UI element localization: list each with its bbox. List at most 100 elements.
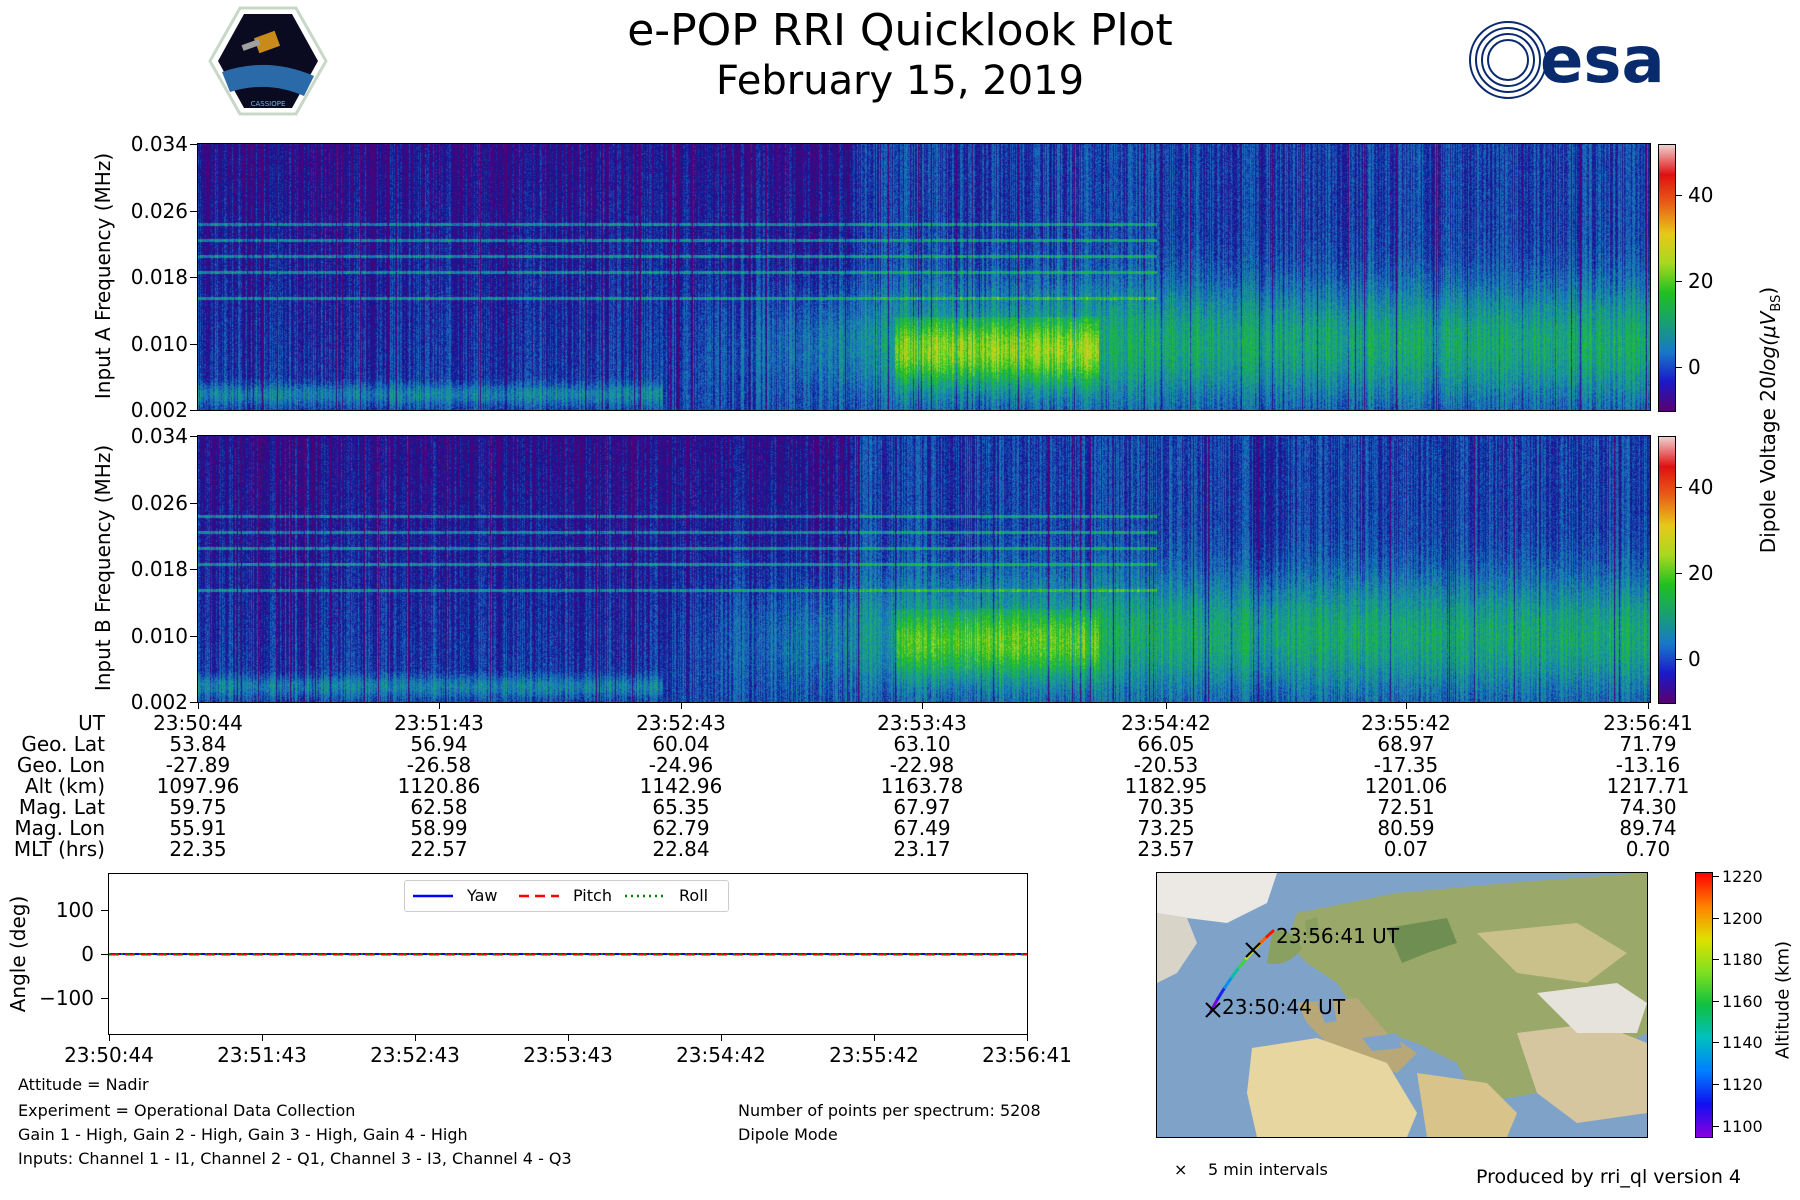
y-tick-label: 0.002: [130, 690, 188, 714]
ephemeris-cell: 1217.71: [1606, 774, 1690, 798]
y-tick-mark: [190, 343, 197, 345]
x-tick-mark: [1648, 702, 1649, 709]
ephemeris-cell: 23:52:43: [636, 711, 726, 735]
attitude-x-tick-label: 23:56:41: [982, 1043, 1072, 1067]
y-tick-mark: [190, 569, 197, 570]
legend-swatch-yaw: [413, 894, 453, 898]
ephemeris-cell: 56.94: [410, 732, 468, 756]
altitude-tick-label: 1180: [1722, 950, 1763, 970]
y-tick-label: 0.010: [130, 331, 188, 356]
ephemeris-cell: 23.57: [1137, 837, 1195, 861]
attitude-y-tick-label: 0: [81, 942, 94, 966]
attitude-y-tick-label: −100: [39, 986, 94, 1011]
x-tick-mark: [1406, 702, 1407, 709]
colorbar-label-mu: μV: [1756, 311, 1780, 338]
altitude-tick-mark: [1713, 876, 1719, 878]
colorbar-tick-mark: [1676, 573, 1682, 575]
y-tick-label: 0.034: [130, 132, 188, 156]
colorbar-label-sub: BS: [1769, 294, 1784, 312]
x-tick-mark: [681, 702, 682, 709]
ephemeris-cell: 53.84: [169, 732, 227, 756]
ephemeris-cell: 73.25: [1137, 816, 1195, 840]
attitude-ylabel: Angle (deg): [6, 895, 30, 1013]
ground-track-segment: [1258, 935, 1269, 945]
ephemeris-cell: 67.97: [893, 795, 951, 819]
attitude-y-tick-label: 100: [55, 897, 94, 922]
colorbar-b: [1658, 436, 1676, 704]
ephemeris-cell: 71.79: [1619, 732, 1677, 756]
info-gains: Gain 1 - High, Gain 2 - High, Gain 3 - H…: [18, 1125, 468, 1144]
attitude-y-tick-mark: [101, 909, 108, 911]
colorbar-a: [1658, 144, 1676, 412]
ephemeris-cell: 63.10: [893, 732, 951, 756]
ground-track-map: [1157, 873, 1647, 1137]
attitude-legend: Yaw Pitch Roll: [404, 880, 729, 912]
ephemeris-cell: 68.97: [1377, 732, 1435, 756]
altitude-tick-label: 1220: [1722, 867, 1763, 887]
y-tick-mark: [190, 410, 197, 411]
ephemeris-cell: 55.91: [169, 816, 227, 840]
ephemeris-cell: 22.57: [410, 837, 468, 861]
ephemeris-cell: 23:55:42: [1361, 711, 1451, 735]
track-end-label: 23:56:41 UT: [1276, 924, 1400, 948]
attitude-x-tick-label: 23:53:43: [523, 1043, 613, 1067]
attitude-x-tick-mark: [568, 1034, 569, 1041]
colorbar-label: Dipole Voltage 20log(μVBS): [1756, 287, 1784, 553]
cassiope-logo-text: CASSIOPE: [251, 100, 286, 108]
altitude-tick-mark: [1713, 1084, 1719, 1086]
ephemeris-cell: 22.35: [169, 837, 227, 861]
y-tick-mark: [190, 436, 197, 437]
ephemeris-cell: 0.07: [1383, 837, 1429, 861]
y-tick-label: 0.018: [130, 265, 188, 289]
attitude-x-tick-label: 23:50:44: [64, 1043, 154, 1067]
colorbar-tick-label: 0: [1688, 647, 1701, 672]
spectrogram-a-frame: [197, 143, 1651, 411]
ephemeris-cell: 23:54:42: [1121, 711, 1211, 735]
map-legend-label: 5 min intervals: [1208, 1160, 1328, 1179]
y-tick-mark: [190, 702, 197, 703]
spectrogram-input-b: [198, 436, 1650, 702]
altitude-colorbar: [1695, 872, 1713, 1138]
colorbar-label-main: Dipole Voltage 20: [1756, 376, 1780, 554]
ephemeris-cell: 65.35: [652, 795, 710, 819]
legend-label-roll: Roll: [679, 886, 709, 905]
cassiope-logo: CASSIOPE: [208, 6, 328, 116]
ephemeris-cell: 89.74: [1619, 816, 1677, 840]
colorbar-tick-label: 20: [1688, 269, 1714, 294]
altitude-tick-mark: [1713, 959, 1719, 961]
y-tick-mark: [190, 210, 197, 212]
attitude-x-tick-mark: [721, 1034, 722, 1041]
ground-track-segment: [1265, 929, 1275, 939]
altitude-tick-mark: [1713, 917, 1719, 919]
ephemeris-row-label: Mag. Lon: [14, 816, 105, 840]
ephemeris-cell: 62.58: [410, 795, 468, 819]
colorbar-tick-mark: [1676, 195, 1682, 197]
ephemeris-cell: -20.53: [1133, 753, 1199, 777]
y-tick-label: 0.026: [130, 490, 188, 515]
info-attitude: Attitude = Nadir: [18, 1075, 149, 1094]
y-tick-label: 0.010: [130, 623, 188, 648]
legend-label-pitch: Pitch: [573, 886, 612, 905]
info-inputs: Inputs: Channel 1 - I1, Channel 2 - Q1, …: [18, 1149, 572, 1168]
track-marker-icon: [1245, 942, 1261, 958]
ephemeris-row-label: Mag. Lat: [18, 795, 105, 819]
y-tick-label: 0.018: [130, 557, 188, 581]
attitude-y-tick-mark: [101, 998, 108, 1000]
legend-swatch-roll: [625, 894, 665, 898]
ephemeris-cell: 74.30: [1619, 795, 1677, 819]
ground-track-segment: [1216, 985, 1227, 1001]
ephemeris-cell: 67.49: [893, 816, 951, 840]
ephemeris-cell: 80.59: [1377, 816, 1435, 840]
ephemeris-cell: -17.35: [1373, 753, 1439, 777]
attitude-x-tick-mark: [874, 1034, 875, 1041]
ground-track-segment: [1223, 975, 1234, 989]
y-tick-label: 0.026: [130, 198, 188, 223]
ephemeris-cell: 23:51:43: [394, 711, 484, 735]
y-tick-mark: [190, 144, 197, 145]
attitude-x-tick-label: 23:51:43: [217, 1043, 307, 1067]
legend-swatch-pitch: [519, 894, 559, 898]
y-tick-label: 0.034: [130, 424, 188, 448]
colorbar-tick-label: 40: [1688, 183, 1714, 208]
info-experiment: Experiment = Operational Data Collection: [18, 1101, 356, 1120]
ground-track-segment: [1230, 965, 1241, 979]
